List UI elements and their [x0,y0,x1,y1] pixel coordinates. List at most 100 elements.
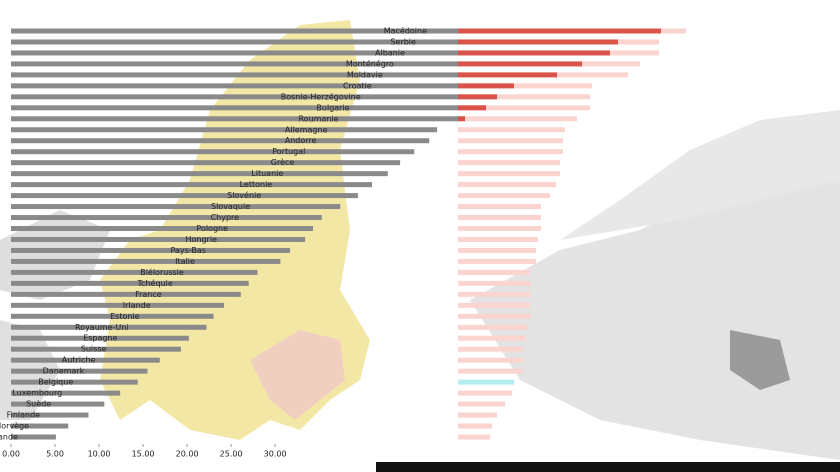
bar [11,171,388,177]
category-label: Grèce [271,157,295,167]
bar [11,193,358,199]
bar [458,204,541,210]
bar [11,72,460,78]
bar [458,379,514,385]
bar [11,302,225,308]
bar [458,226,541,232]
bar [11,138,430,144]
bar [458,313,530,319]
category-label: Belgique [38,378,73,387]
bar [11,357,160,363]
category-label: Estonie [110,312,140,321]
bar [458,105,590,111]
bar [11,50,460,56]
bar [11,313,214,319]
category-label: Roumanie [298,114,338,123]
category-label: France [135,290,162,299]
bar [458,390,512,396]
category-label: Islande [0,433,18,442]
category-label: Biélorussie [140,267,184,277]
bar [11,182,372,188]
category-label: Bosnie-Herzégovine [281,91,361,101]
category-label: Albanie [375,48,405,57]
category-label: Autriche [62,356,96,365]
category-label: Irlande [123,301,151,310]
bar [458,280,530,286]
bar [11,226,313,232]
category-label: Pays-Bas [170,246,205,255]
bar [458,324,527,330]
bar [458,368,523,374]
bar [458,83,514,89]
bar [458,291,530,297]
bar [11,335,189,341]
bar [458,247,536,253]
category-label: Danemark [43,367,85,376]
x-tick-label: 5.00 [46,450,64,459]
category-label: Luxembourg [12,389,62,398]
x-tick-label: 30.00 [264,450,287,459]
bar [458,412,497,418]
bar [458,72,557,78]
bar [458,94,590,100]
bar [11,412,89,418]
bar [11,423,69,429]
bar [458,171,560,177]
bar [11,291,241,297]
category-label: Suisse [81,345,107,354]
bar [458,116,465,122]
bar [458,335,525,341]
category-label: Chypre [211,213,240,222]
bar [11,149,415,155]
category-label: Espagne [83,334,117,343]
bar [458,215,541,221]
bar [458,116,577,122]
category-label: Tchéquie [137,278,173,288]
bar [11,390,121,396]
category-label: Hongrie [185,235,217,244]
bar [11,401,105,407]
bar [11,269,258,275]
bar [458,434,490,440]
bar [11,160,401,166]
bar [11,280,249,286]
bar [11,215,322,221]
bar [11,127,438,133]
bar [458,105,486,111]
category-label: Andorre [285,136,317,145]
bar [11,94,460,100]
bar [11,434,56,440]
bar [458,160,560,166]
bar [11,39,460,45]
bar [458,61,582,67]
bar [458,401,505,407]
x-tick-label: 0.00 [2,450,20,459]
category-label: Allemagne [285,125,328,134]
x-tick-label: 10.00 [88,450,111,459]
bar [11,247,291,253]
bar [458,258,536,264]
category-label: Lettonie [240,180,273,189]
bar [11,83,460,89]
x-tick-label: 25.00 [220,450,243,459]
category-label: Macédoine [384,26,427,36]
bar [458,83,592,89]
bar [458,39,618,45]
footer-bar [376,462,840,472]
bar [458,423,492,429]
bar [11,116,460,122]
x-tick-label: 15.00 [132,450,155,459]
category-label: Monténégro [346,58,394,68]
bar [11,105,460,111]
bar [458,50,610,56]
category-label: Croatie [343,81,372,90]
bar [11,28,460,34]
bar [11,258,281,264]
category-label: Italie [175,257,195,266]
bar [11,368,148,374]
category-label: Suède [26,399,51,409]
bar [458,346,523,352]
category-label: Pologne [196,224,228,233]
bar [458,357,523,363]
